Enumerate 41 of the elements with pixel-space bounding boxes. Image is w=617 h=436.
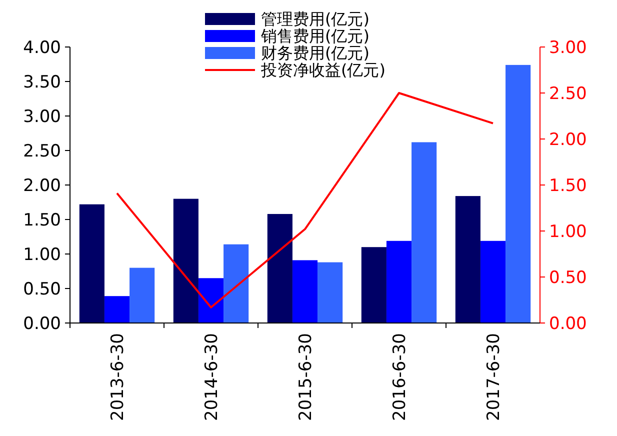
- y-tick-label: 1.00: [23, 244, 61, 265]
- bar: [386, 240, 412, 323]
- y-tick-label: 3.00: [23, 106, 61, 127]
- y-tick-label: 2.50: [23, 141, 61, 162]
- bar: [361, 247, 386, 323]
- x-tick-label: 2016-6-30: [390, 333, 410, 421]
- bar: [130, 268, 155, 323]
- x-tick-label: 2013-6-30: [108, 333, 128, 421]
- y-tick-label: 0.50: [23, 279, 61, 300]
- x-tick-label: 2017-6-30: [484, 333, 504, 421]
- bar: [173, 198, 198, 323]
- y-tick-label: 1.50: [23, 210, 61, 230]
- y2-tick-label: 0.50: [549, 268, 587, 288]
- bar: [506, 64, 531, 323]
- y2-tick-label: 1.00: [549, 222, 587, 242]
- bar: [318, 262, 343, 323]
- bar: [455, 196, 480, 323]
- line-series: [116, 92, 494, 308]
- bar: [79, 204, 104, 323]
- y2-tick-label: 2.50: [549, 84, 587, 104]
- legend-label: 投资净收益(亿元): [260, 60, 386, 80]
- bar: [480, 240, 506, 323]
- y2-tick-label: 2.00: [549, 130, 587, 150]
- legend-label: 管理费用(亿元): [261, 10, 370, 29]
- y2-tick-label: 0.00: [549, 314, 587, 334]
- y2-tick-label: 3.00: [549, 38, 587, 58]
- bar: [224, 244, 249, 323]
- bar: [267, 214, 292, 323]
- y2-tick-label: 1.50: [549, 176, 587, 196]
- legend-label: 财务费用(亿元): [261, 44, 370, 63]
- legend-label: 销售费用(亿元): [260, 26, 370, 46]
- x-tick-label: 2014-6-30: [202, 333, 222, 421]
- bar: [104, 296, 130, 323]
- y-tick-label: 2.00: [23, 176, 61, 196]
- bar: [198, 278, 224, 323]
- bar: [412, 142, 437, 323]
- y-tick-label: 3.50: [23, 72, 61, 92]
- y-tick-label: 4.00: [23, 38, 61, 58]
- bar: [292, 260, 318, 323]
- x-tick-label: 2015-6-30: [296, 333, 316, 421]
- y-tick-label: 0.00: [23, 314, 61, 334]
